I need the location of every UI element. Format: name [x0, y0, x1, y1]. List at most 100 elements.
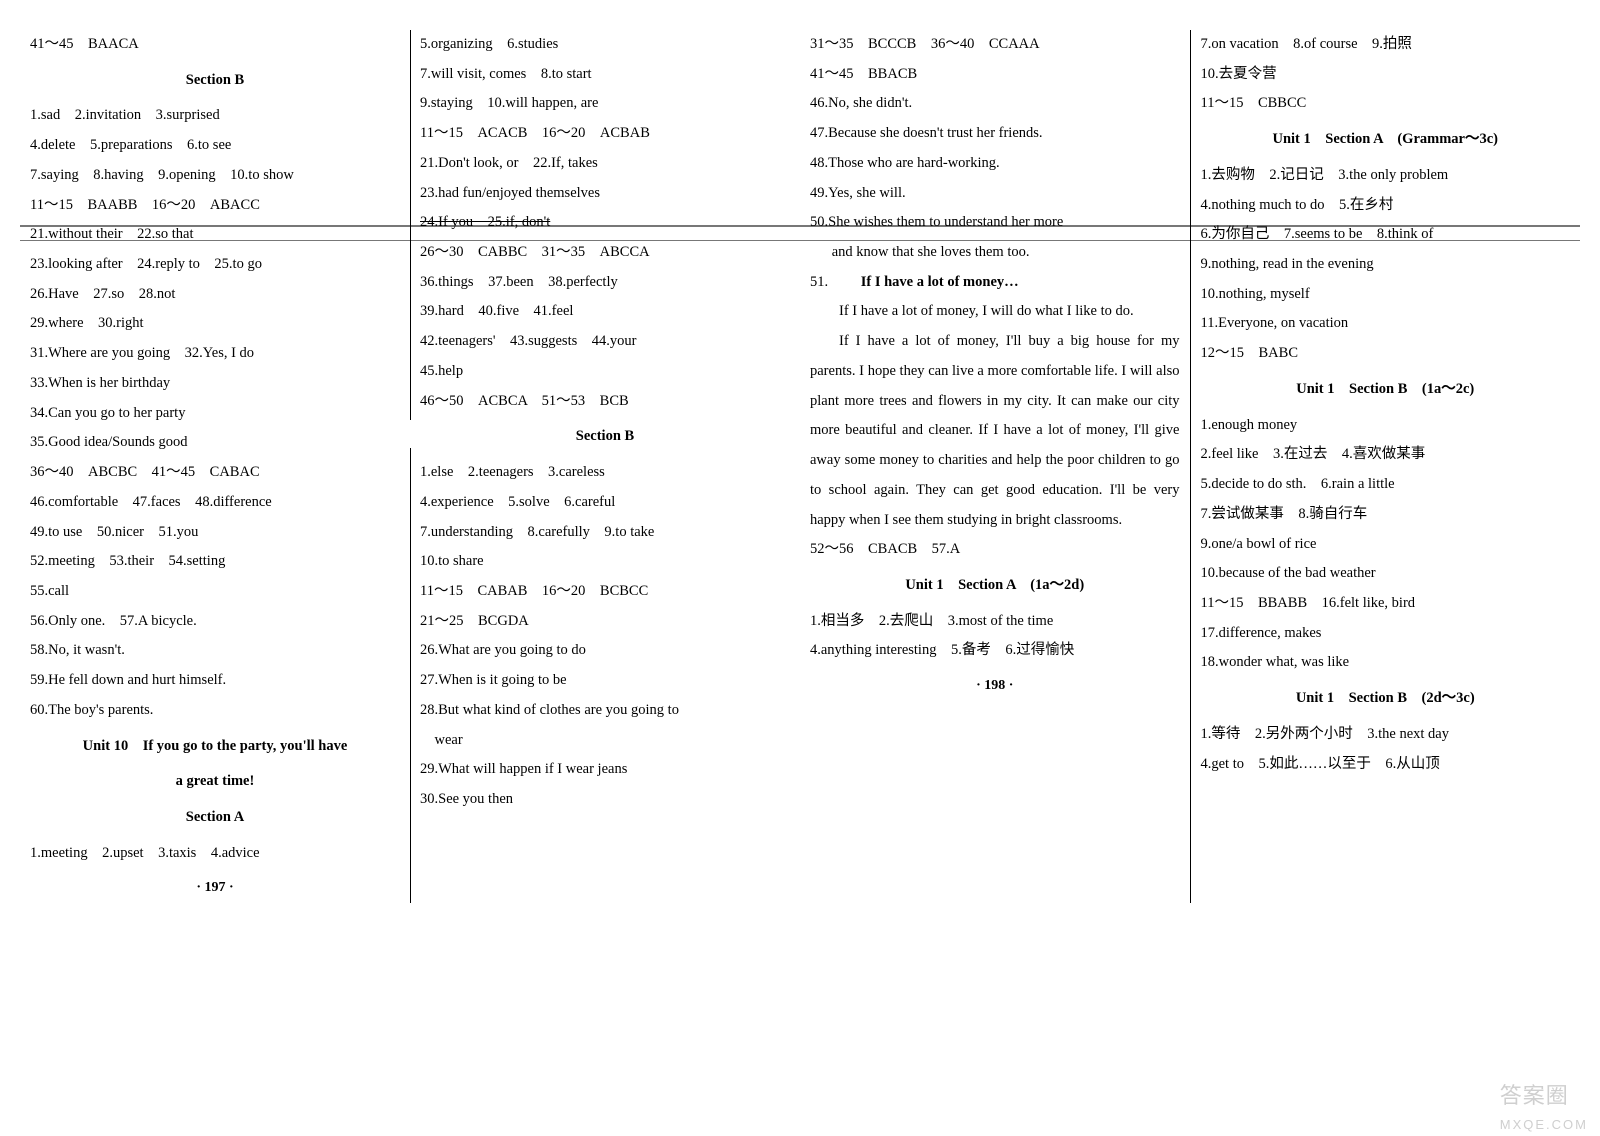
answer-line: 35.Good idea/Sounds good: [30, 428, 400, 458]
answer-line: 7.on vacation 8.of course 9.拍照: [1201, 30, 1571, 60]
answer-line: 1.meeting 2.upset 3.taxis 4.advice: [30, 839, 400, 869]
answer-line: 55.call: [30, 577, 400, 607]
answer-line: 11～15 CBBCC: [1201, 89, 1571, 119]
answer-line: 41～45 BBACB: [810, 60, 1180, 90]
two-page-spread: 41～45 BAACA Section B 1.sad 2.invitation…: [20, 30, 1580, 903]
page-number: · 197 ·: [30, 874, 400, 903]
essay-item: 51. If I have a lot of money…: [810, 268, 1180, 298]
answer-line: 11～15 BBABB 16.felt like, bird: [1201, 589, 1571, 619]
answer-line: 4.anything interesting 5.备考 6.过得愉快: [810, 636, 1180, 666]
answer-line: 4.nothing much to do 5.在乡村: [1201, 191, 1571, 221]
answer-line: 9.staying 10.will happen, are: [420, 89, 790, 119]
answer-line: 50.She wishes them to understand her mor…: [810, 208, 1180, 238]
section-heading: Section B: [420, 422, 790, 452]
answer-line: 1.enough money: [1201, 411, 1571, 441]
answer-line: 10.to share: [420, 547, 790, 577]
answer-line: 42.teenagers' 43.suggests 44.your: [420, 327, 790, 357]
unit-section-heading: Unit 1 Section B (1a～2c): [1201, 375, 1571, 405]
answer-line: 34.Can you go to her party: [30, 399, 400, 429]
essay-body: If I have a lot of money, I will do what…: [810, 297, 1180, 535]
watermark-text-2: MXQE.COM: [1500, 1118, 1588, 1132]
answer-line: 46.No, she didn't.: [810, 89, 1180, 119]
section-heading: Section A: [30, 803, 400, 833]
answer-line: 9.one/a bowl of rice: [1201, 530, 1571, 560]
page-left: 41～45 BAACA Section B 1.sad 2.invitation…: [20, 30, 800, 903]
answer-line: 52.meeting 53.their 54.setting: [30, 547, 400, 577]
answer-line: 48.Those who are hard-working.: [810, 149, 1180, 179]
answer-line: 28.But what kind of clothes are you goin…: [420, 696, 790, 726]
answer-line: 49.Yes, she will.: [810, 179, 1180, 209]
essay-paragraph: If I have a lot of money, I'll buy a big…: [810, 327, 1180, 535]
answer-line: 29.where 30.right: [30, 309, 400, 339]
answer-line: 9.nothing, read in the evening: [1201, 250, 1571, 280]
watermark: 答案圈 MXQE.COM: [1500, 1073, 1588, 1132]
answer-line: 56.Only one. 57.A bicycle.: [30, 607, 400, 637]
column-1: 41～45 BAACA Section B 1.sad 2.invitation…: [20, 30, 410, 903]
answer-line: 26～30 CABBC 31～35 ABCCA: [420, 238, 790, 268]
watermark-text-1: 答案圈: [1500, 1083, 1569, 1108]
answer-line: 7.understanding 8.carefully 9.to take: [420, 518, 790, 548]
answer-line: 31.Where are you going 32.Yes, I do: [30, 339, 400, 369]
answer-line: 45.help: [420, 357, 790, 387]
answer-line-struck: 24.If you 25.if, don't: [420, 208, 790, 238]
answer-line: 36.things 37.been 38.perfectly: [420, 268, 790, 298]
answer-line: 21.Don't look, or 22.If, takes: [420, 149, 790, 179]
answer-line: 21.without their 22.so that: [30, 220, 400, 250]
answer-line: 1.相当多 2.去爬山 3.most of the time: [810, 607, 1180, 637]
answer-line: 29.What will happen if I wear jeans: [420, 755, 790, 785]
answer-line: 23.had fun/enjoyed themselves: [420, 179, 790, 209]
unit-heading-line2: a great time!: [30, 767, 400, 797]
answer-line: 7.will visit, comes 8.to start: [420, 60, 790, 90]
answer-line: 23.looking after 24.reply to 25.to go: [30, 250, 400, 280]
answer-line: 1.等待 2.另外两个小时 3.the next day: [1201, 720, 1571, 750]
answer-line: 10.nothing, myself: [1201, 280, 1571, 310]
unit-heading: Unit 10 If you go to the party, you'll h…: [30, 732, 400, 762]
unit-section-heading: Unit 1 Section A (1a～2d): [810, 571, 1180, 601]
answer-line: 30.See you then: [420, 785, 790, 815]
answer-line: 1.else 2.teenagers 3.careless: [420, 458, 790, 488]
answer-line: 21～25 BCGDA: [420, 607, 790, 637]
essay-paragraph: If I have a lot of money, I will do what…: [810, 297, 1180, 327]
answer-line: 12～15 BABC: [1201, 339, 1571, 369]
answer-line: 2.feel like 3.在过去 4.喜欢做某事: [1201, 440, 1571, 470]
answer-line: 11.Everyone, on vacation: [1201, 309, 1571, 339]
answer-line: 18.wonder what, was like: [1201, 648, 1571, 678]
essay-title: If I have a lot of money…: [832, 274, 1019, 290]
answer-line: 6.为你自己 7.seems to be 8.think of: [1201, 220, 1571, 250]
answer-line: 10.去夏令营: [1201, 60, 1571, 90]
answer-line: 31～35 BCCCB 36～40 CCAAA: [810, 30, 1180, 60]
answer-line: 5.decide to do sth. 6.rain a little: [1201, 470, 1571, 500]
answer-line: 1.去购物 2.记日记 3.the only problem: [1201, 161, 1571, 191]
answer-line: 27.When is it going to be: [420, 666, 790, 696]
answer-line: 46.comfortable 47.faces 48.difference: [30, 488, 400, 518]
answer-line: 17.difference, makes: [1201, 619, 1571, 649]
answer-line-cont: and know that she loves them too.: [810, 238, 1180, 268]
answer-line: 7.尝试做某事 8.骑自行车: [1201, 500, 1571, 530]
answer-line: 41～45 BAACA: [30, 30, 400, 60]
answer-line: 58.No, it wasn't.: [30, 636, 400, 666]
answer-line: 47.Because she doesn't trust her friends…: [810, 119, 1180, 149]
answer-line-cont: wear: [420, 726, 790, 756]
answer-line: 4.experience 5.solve 6.careful: [420, 488, 790, 518]
answer-line: 1.sad 2.invitation 3.surprised: [30, 101, 400, 131]
answer-line: 5.organizing 6.studies: [420, 30, 790, 60]
page-number: · 198 ·: [810, 672, 1180, 701]
answer-line: 11～15 ACACB 16～20 ACBAB: [420, 119, 790, 149]
answer-line: 10.because of the bad weather: [1201, 559, 1571, 589]
page-right: 31～35 BCCCB 36～40 CCAAA 41～45 BBACB 46.N…: [800, 30, 1580, 903]
answer-line: 52～56 CBACB 57.A: [810, 535, 1180, 565]
answer-line: 59.He fell down and hurt himself.: [30, 666, 400, 696]
section-heading: Section B: [30, 66, 400, 96]
answer-line: 7.saying 8.having 9.opening 10.to show: [30, 161, 400, 191]
column-3: 31～35 BCCCB 36～40 CCAAA 41～45 BBACB 46.N…: [800, 30, 1190, 903]
answer-line: 46～50 ACBCA 51～53 BCB: [420, 387, 790, 417]
item-number: 51.: [810, 274, 828, 290]
answer-line: 49.to use 50.nicer 51.you: [30, 518, 400, 548]
answer-line: 4.get to 5.如此……以至于 6.从山顶: [1201, 750, 1571, 780]
unit-section-heading: Unit 1 Section A (Grammar～3c): [1201, 125, 1571, 155]
answer-line: 11～15 BAABB 16～20 ABACC: [30, 191, 400, 221]
column-4: 7.on vacation 8.of course 9.拍照 10.去夏令营 1…: [1190, 30, 1581, 903]
answer-line: 60.The boy's parents.: [30, 696, 400, 726]
answer-line: 26.What are you going to do: [420, 636, 790, 666]
answer-line: 39.hard 40.five 41.feel: [420, 297, 790, 327]
